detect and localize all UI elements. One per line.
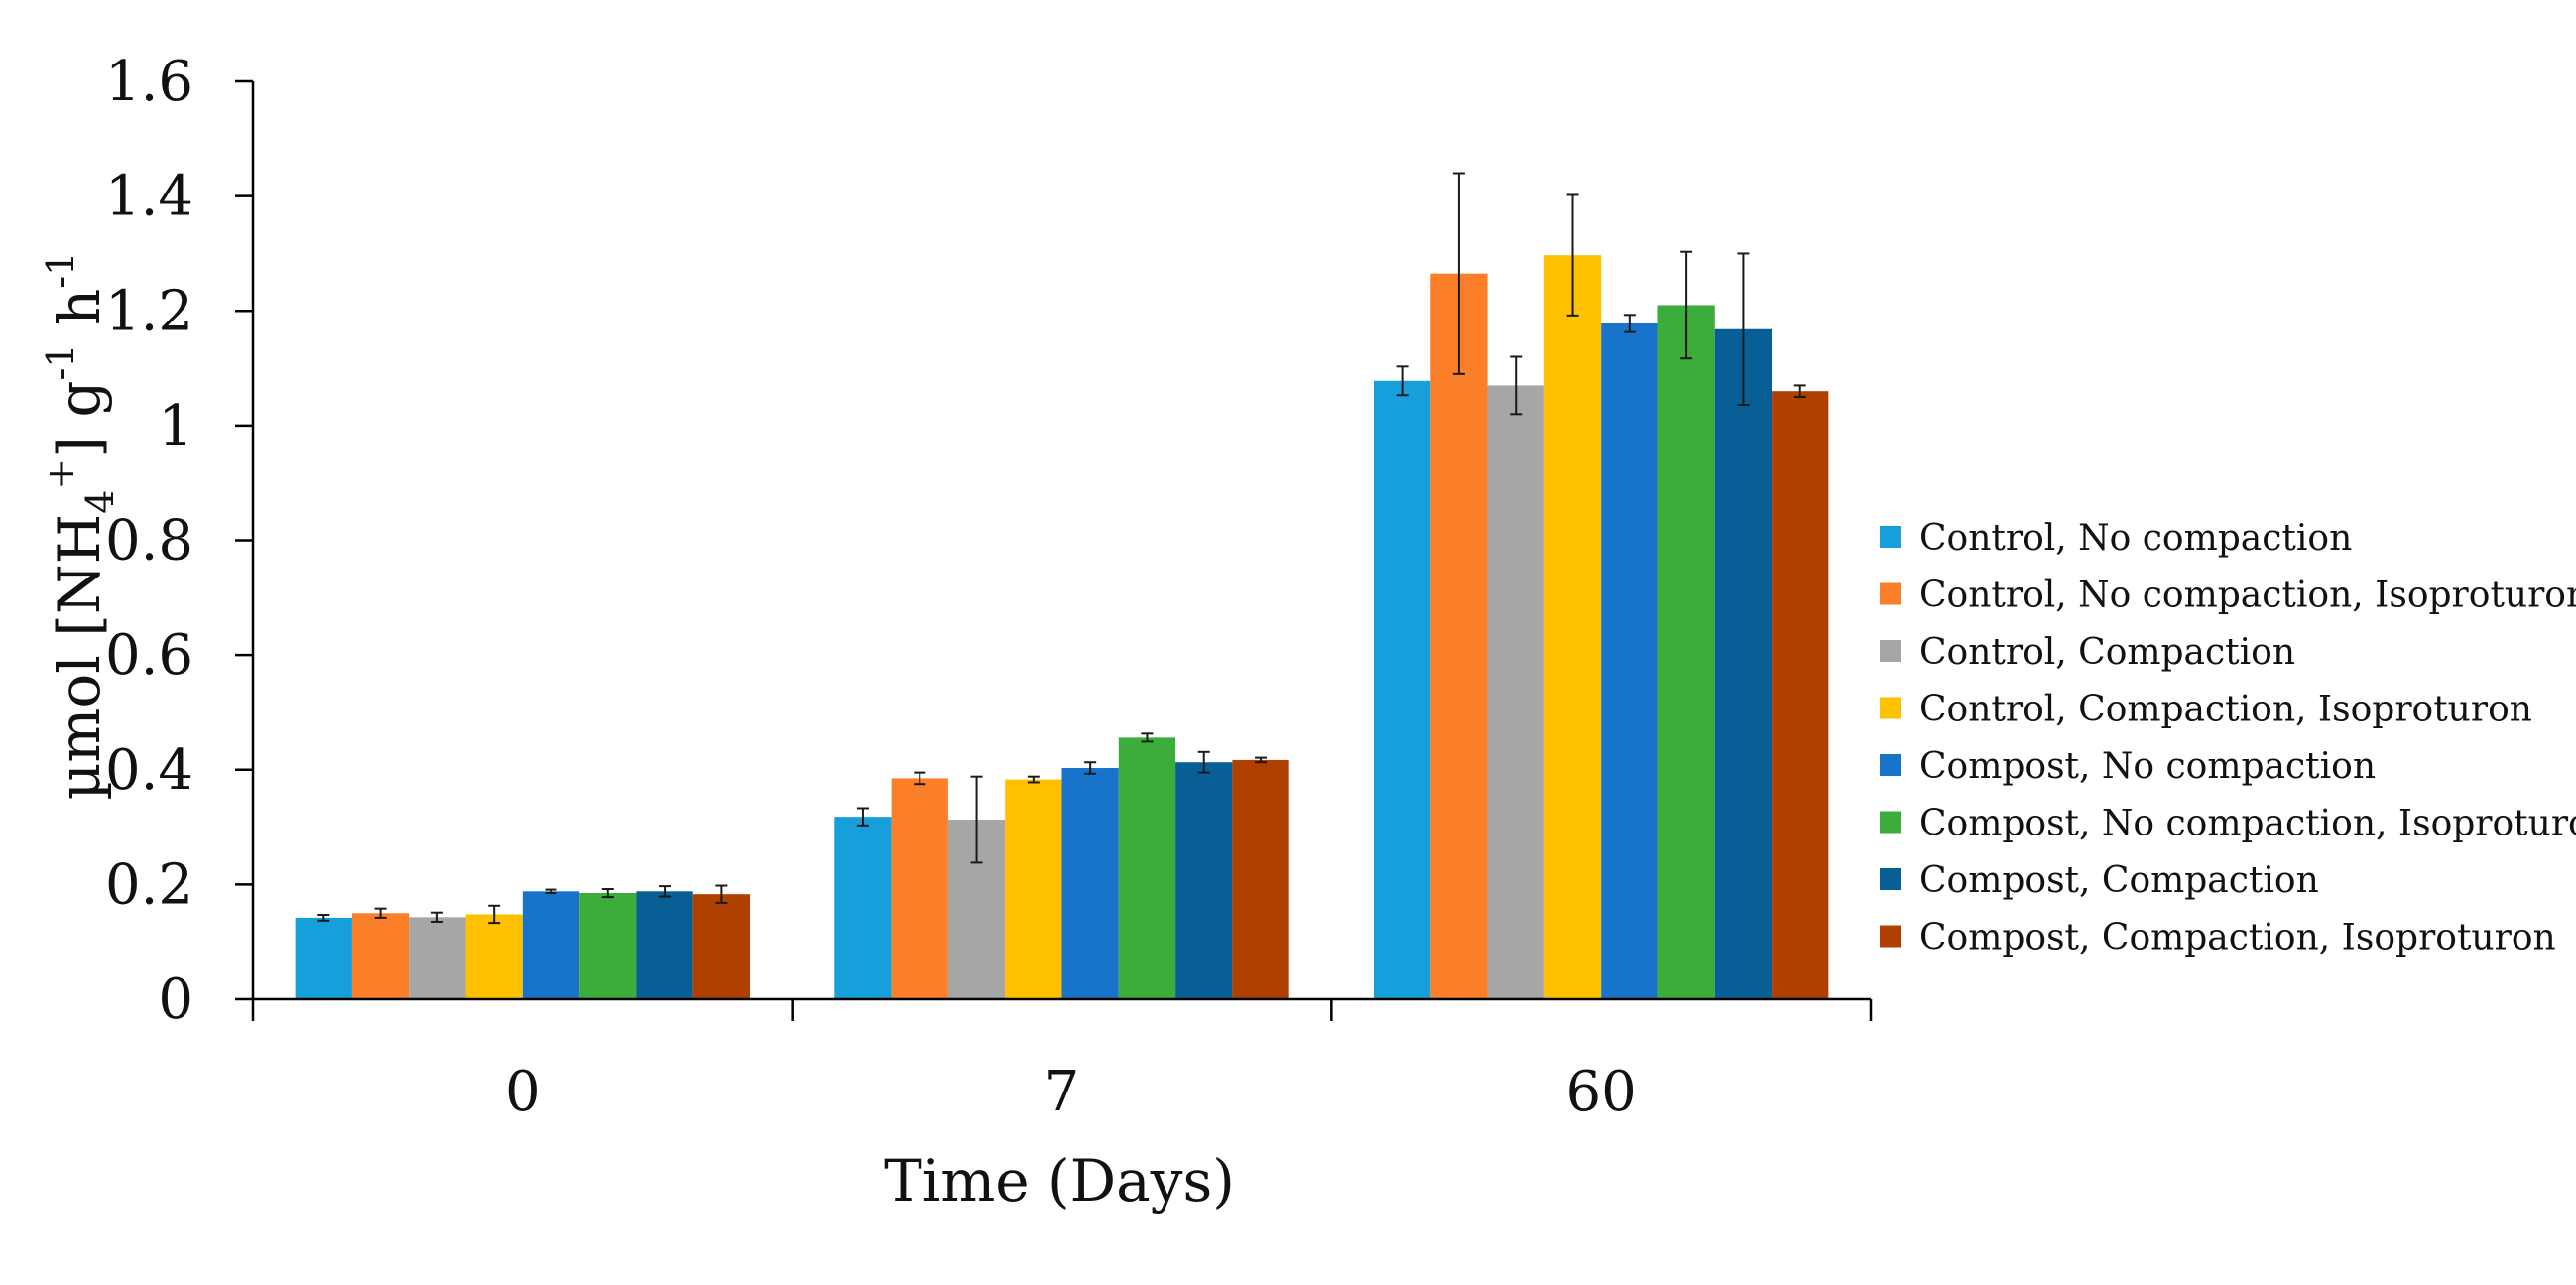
y-axis-label-mid2: h xyxy=(46,289,113,344)
bar xyxy=(1373,380,1431,999)
bar xyxy=(692,894,751,999)
bar xyxy=(1714,328,1773,999)
y-axis: 0 0.2 0.4 0.6 0.8 1 1.2 1.4 1.6 xyxy=(105,50,255,1032)
legend-label: Compost, Compaction, Isoproturon xyxy=(1919,918,2556,959)
y-axis-label-mid: ] g xyxy=(46,381,113,458)
y-tick-label: 0 xyxy=(158,967,193,1032)
error-bars xyxy=(317,172,1806,925)
y-tick-label: 0.4 xyxy=(105,738,193,803)
y-tick-label: 1.6 xyxy=(105,50,193,114)
legend: Control, No compaction Control, No compac… xyxy=(1880,518,2576,959)
legend-swatch xyxy=(1880,754,1901,776)
y-axis-label-sub: 4 xyxy=(78,490,122,514)
x-axis: 0 7 60 xyxy=(251,997,1873,1124)
bar xyxy=(834,817,892,999)
bar xyxy=(579,893,637,999)
x-tick-label: 60 xyxy=(1566,1060,1637,1124)
bar xyxy=(522,891,580,999)
bar xyxy=(1005,779,1062,999)
bar xyxy=(1543,255,1602,999)
y-tick-label: 1.4 xyxy=(105,165,193,229)
bar xyxy=(1601,322,1658,999)
y-tick-label: 0.8 xyxy=(105,509,193,574)
legend-label: Compost, No compaction, Isoproturon xyxy=(1919,804,2576,844)
bar xyxy=(891,778,948,999)
bar xyxy=(1772,391,1829,999)
bar xyxy=(1487,385,1544,999)
bar xyxy=(636,891,693,999)
legend-swatch xyxy=(1880,697,1901,719)
legend-label: Control, Compaction, Isoproturon xyxy=(1919,690,2532,730)
bar xyxy=(1430,273,1488,999)
plot-area xyxy=(295,255,1829,999)
legend-swatch xyxy=(1880,582,1901,605)
legend-swatch xyxy=(1880,640,1901,662)
legend-swatch xyxy=(1880,526,1901,548)
x-tick-label: 0 xyxy=(505,1060,541,1124)
legend-label: Control, Compaction xyxy=(1919,632,2295,673)
legend-label: Control, No compaction, Isoproturon xyxy=(1919,576,2576,616)
y-axis-label-prefix: µmol [NH xyxy=(46,514,113,801)
legend-label: Compost, Compaction xyxy=(1919,860,2319,901)
bar xyxy=(1118,737,1176,999)
y-tick-label: 1 xyxy=(158,394,193,458)
bar xyxy=(465,914,523,999)
bar xyxy=(409,917,466,999)
x-axis-label: Time (Days) xyxy=(884,1147,1235,1215)
bar xyxy=(1232,759,1289,999)
bar xyxy=(1061,768,1119,999)
bar xyxy=(295,917,352,999)
legend-label: Compost, No compaction xyxy=(1919,746,2376,787)
y-tick-label: 0.6 xyxy=(105,623,193,688)
y-axis-label-sup3: -1 xyxy=(39,252,82,289)
legend-swatch xyxy=(1880,811,1901,834)
y-tick-label: 1.2 xyxy=(105,279,193,343)
bar xyxy=(351,913,410,999)
bar xyxy=(1175,762,1233,999)
y-axis-label: µmol [NH4+] g-1 h-1 xyxy=(39,252,122,801)
y-axis-label-sup: + xyxy=(39,458,82,490)
y-tick-label: 0.2 xyxy=(105,852,193,917)
legend-label: Control, No compaction xyxy=(1919,518,2352,559)
legend-swatch xyxy=(1880,868,1901,890)
legend-swatch xyxy=(1880,925,1901,948)
x-tick-label: 7 xyxy=(1044,1060,1080,1124)
y-axis-label-sup2: -1 xyxy=(39,344,82,381)
bar xyxy=(1657,305,1715,999)
